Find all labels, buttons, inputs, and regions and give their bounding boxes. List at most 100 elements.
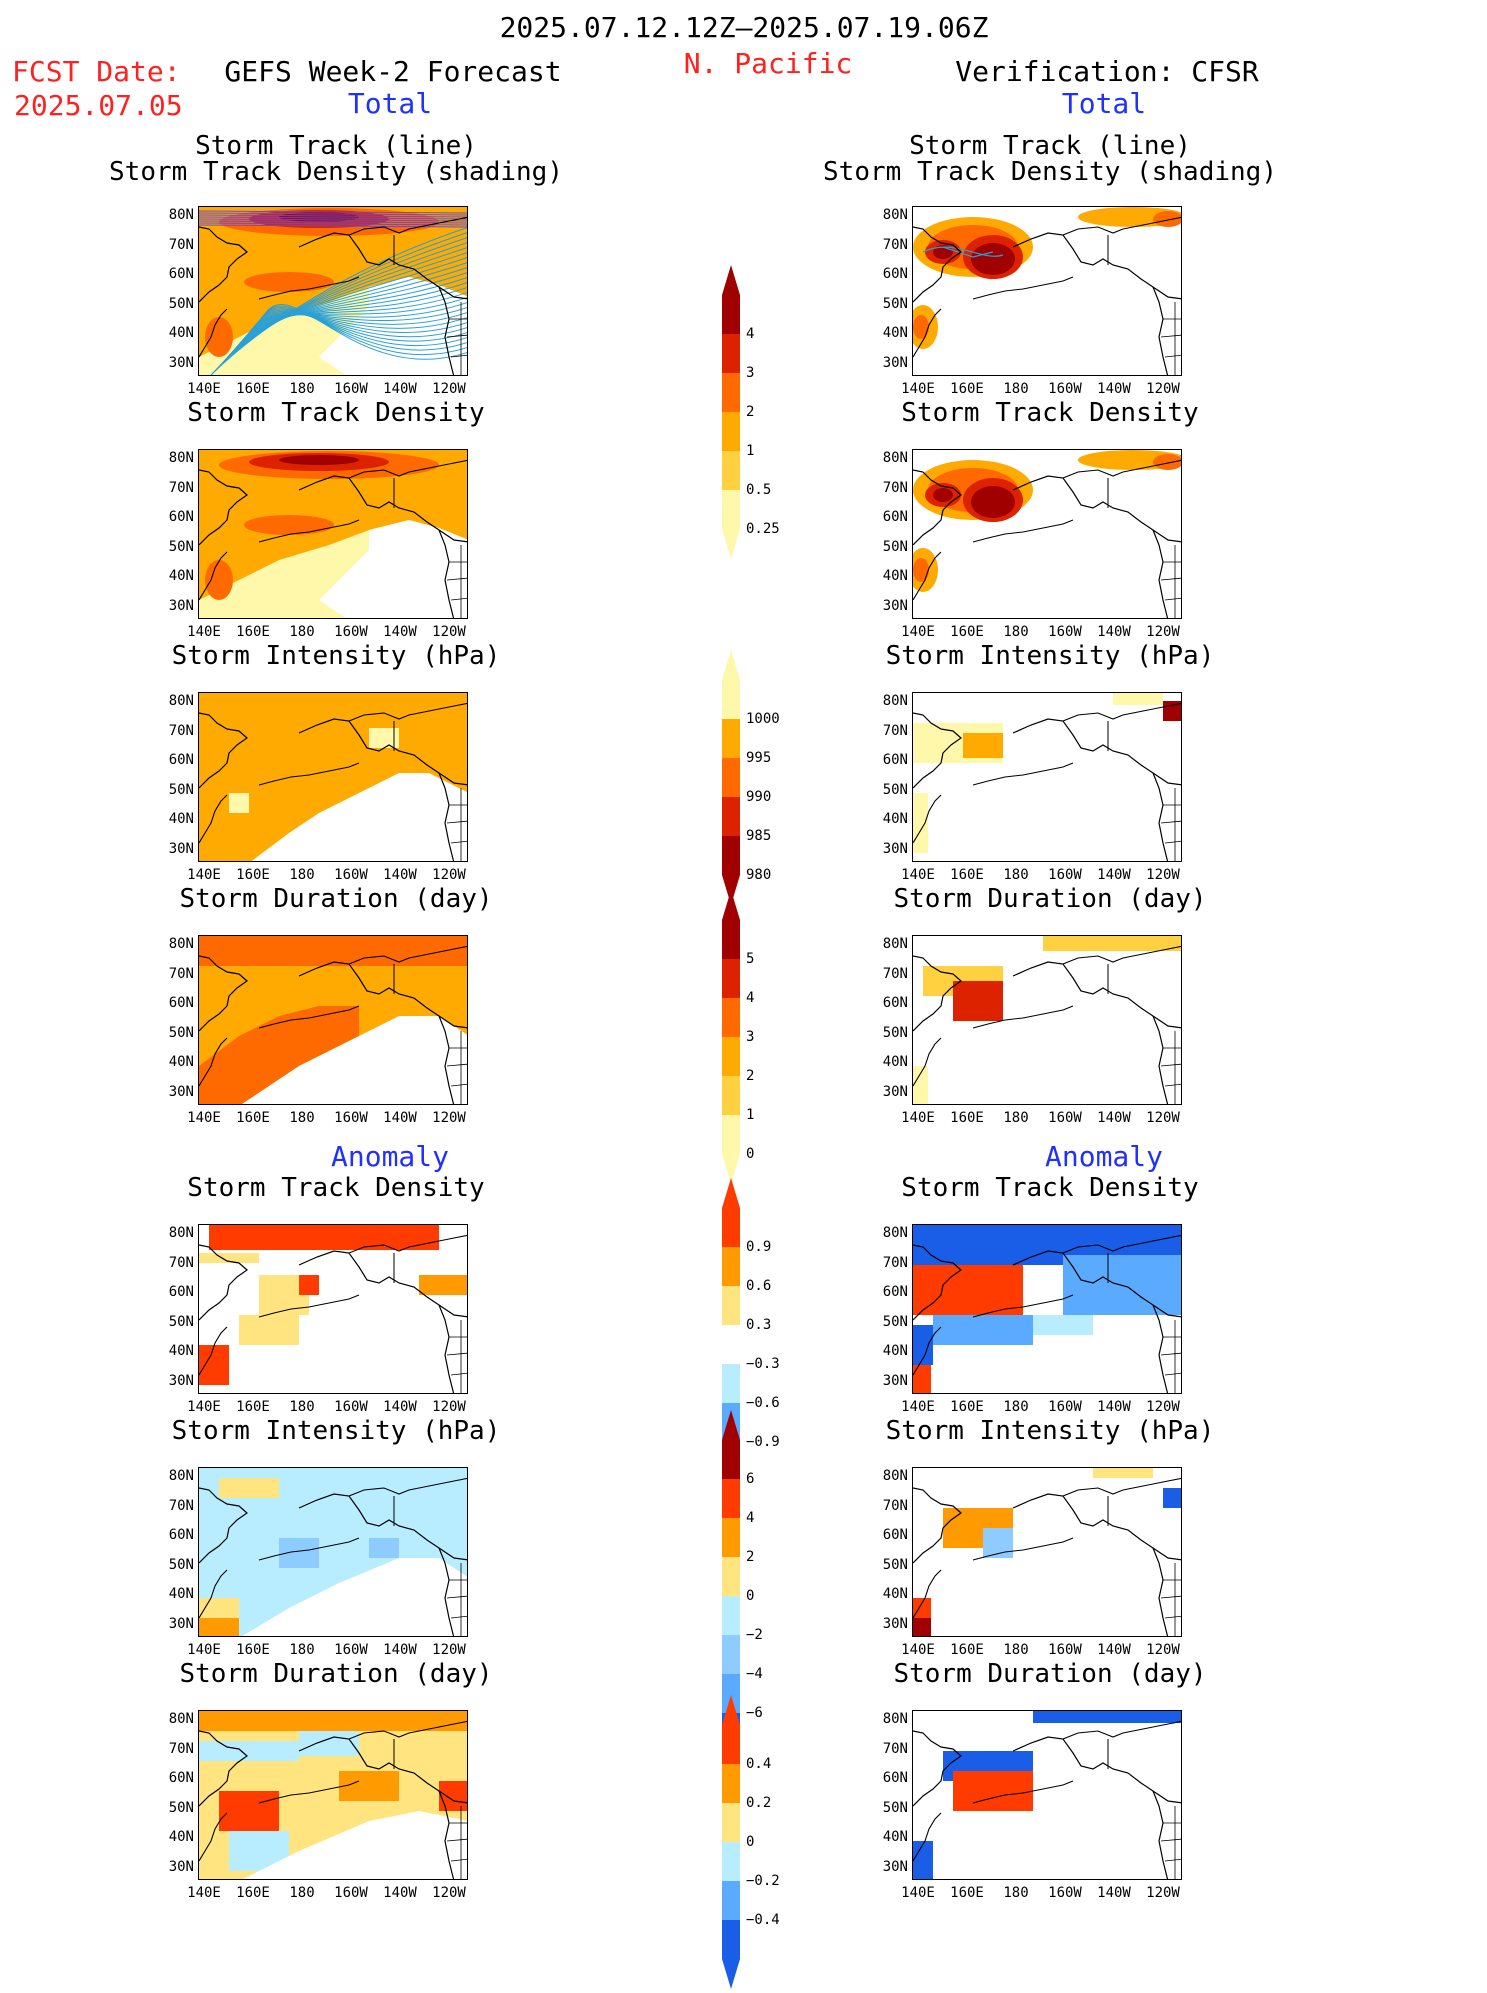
border — [1160, 1806, 1181, 1879]
map-panel — [912, 1224, 1182, 1394]
shading-cell — [199, 1618, 239, 1636]
lat-tick-label: 80N — [882, 1468, 908, 1484]
border — [1160, 1563, 1181, 1636]
shading-area — [205, 317, 233, 357]
map-panel — [912, 206, 1182, 376]
coastline — [1012, 232, 1181, 300]
border — [446, 1806, 467, 1879]
panel-title: Storm Track (line) — [195, 131, 477, 161]
lon-tick-label: 180 — [1003, 1399, 1029, 1415]
lon-tick-label: 140W — [383, 867, 417, 883]
colorbar-swatch — [722, 1803, 740, 1842]
coastline — [1012, 961, 1181, 1029]
lat-tick-label: 30N — [882, 1372, 908, 1389]
lat-tick-label: 70N — [882, 722, 908, 739]
colorbar-swatch — [722, 1725, 740, 1764]
shading-cell — [1033, 1315, 1093, 1335]
storm-track-line — [252, 308, 467, 347]
coastline — [199, 1037, 228, 1087]
lat-tick-label: 70N — [882, 1254, 908, 1271]
lon-tick-label: 160E — [950, 624, 984, 640]
right-total-label: Total — [1061, 87, 1147, 120]
coastline — [913, 1037, 942, 1087]
map-panel — [198, 1467, 468, 1637]
colorbar-label: −0.6 — [746, 1395, 780, 1411]
storm-track-line — [210, 227, 467, 375]
lon-tick-label: 140E — [187, 381, 221, 397]
colorbar-label: 0.5 — [746, 482, 772, 498]
shading-cell — [199, 1711, 467, 1731]
lat-tick-label: 40N — [168, 1586, 194, 1602]
colorbar-swatch — [722, 1674, 740, 1713]
lat-tick-label: 80N — [168, 1225, 194, 1241]
lon-tick-label: 140W — [1097, 1885, 1131, 1901]
lat-tick-label: 80N — [168, 207, 194, 223]
colorbar-label: −2 — [746, 1627, 763, 1643]
map-plot — [913, 1711, 1181, 1879]
colorbar-swatch — [722, 758, 740, 797]
lon-tick-label: 140E — [901, 1399, 935, 1415]
shading-cell — [953, 981, 1003, 1021]
panel-title: Storm Track Density — [901, 398, 1199, 428]
coastline — [1012, 1493, 1181, 1561]
lat-tick-label: 60N — [168, 752, 194, 768]
lon-tick-label: 160E — [236, 381, 270, 397]
lat-tick-label: 60N — [882, 1770, 908, 1786]
map-panel — [198, 449, 468, 619]
lon-tick-label: 160W — [334, 624, 368, 640]
lon-tick-label: 140E — [187, 1642, 221, 1658]
lat-tick-label: 80N — [882, 936, 908, 952]
coastline — [913, 226, 962, 303]
colorbar-swatch — [722, 719, 740, 758]
coastline — [972, 1537, 1074, 1561]
coastline — [438, 1304, 455, 1393]
storm-track-line — [199, 212, 467, 216]
colorbar-swatch — [722, 959, 740, 998]
storm-track-line — [922, 246, 1004, 258]
map-panel — [198, 1224, 468, 1394]
storm-track-line — [254, 307, 467, 351]
shading-area — [279, 455, 359, 465]
border — [1160, 545, 1181, 618]
shading-cell — [1093, 1468, 1153, 1478]
coastline — [913, 712, 962, 789]
colorbar-label: 6 — [746, 1471, 755, 1487]
panel-subtitle: Storm Track Density (shading) — [109, 157, 563, 187]
lat-tick-label: 70N — [882, 1497, 908, 1514]
coastline — [199, 1326, 228, 1376]
shading-cell — [913, 1325, 933, 1365]
panel-title: Storm Track Density — [901, 1173, 1199, 1203]
lon-tick-label: 120W — [432, 1399, 466, 1415]
lat-tick-label: 30N — [168, 1372, 194, 1389]
lat-tick-label: 60N — [882, 266, 908, 282]
lat-tick-label: 70N — [882, 236, 908, 253]
lon-tick-label: 160E — [236, 1399, 270, 1415]
lon-tick-label: 120W — [432, 381, 466, 397]
panel-title: Storm Intensity (hPa) — [171, 1416, 501, 1446]
shading-cell — [963, 1280, 1003, 1305]
storm-track-line — [199, 220, 467, 224]
colorbar-swatch — [722, 1364, 740, 1403]
lat-tick-label: 70N — [882, 479, 908, 496]
colorbar-swatch — [722, 1208, 740, 1247]
coastline — [1152, 1547, 1169, 1636]
map-panel — [912, 449, 1182, 619]
border — [446, 1320, 467, 1393]
shading-area — [251, 773, 467, 861]
colorbar-swatch — [722, 998, 740, 1037]
lat-tick-label: 50N — [882, 1556, 908, 1573]
colorbar-swatch — [722, 797, 740, 836]
lat-tick-label: 50N — [168, 781, 194, 798]
lat-tick-label: 80N — [168, 1711, 194, 1727]
coastline — [199, 955, 248, 1032]
lon-tick-label: 160E — [950, 867, 984, 883]
colorbar-swatch — [722, 1764, 740, 1803]
coastline — [972, 762, 1074, 786]
shading-cell — [219, 1478, 279, 1498]
lat-tick-label: 30N — [168, 597, 194, 614]
panel-title: Storm Duration (day) — [893, 884, 1207, 914]
coastline — [1062, 945, 1181, 965]
coastline — [199, 1487, 248, 1564]
border — [446, 1031, 467, 1104]
colorbar-label: 4 — [746, 990, 755, 1006]
